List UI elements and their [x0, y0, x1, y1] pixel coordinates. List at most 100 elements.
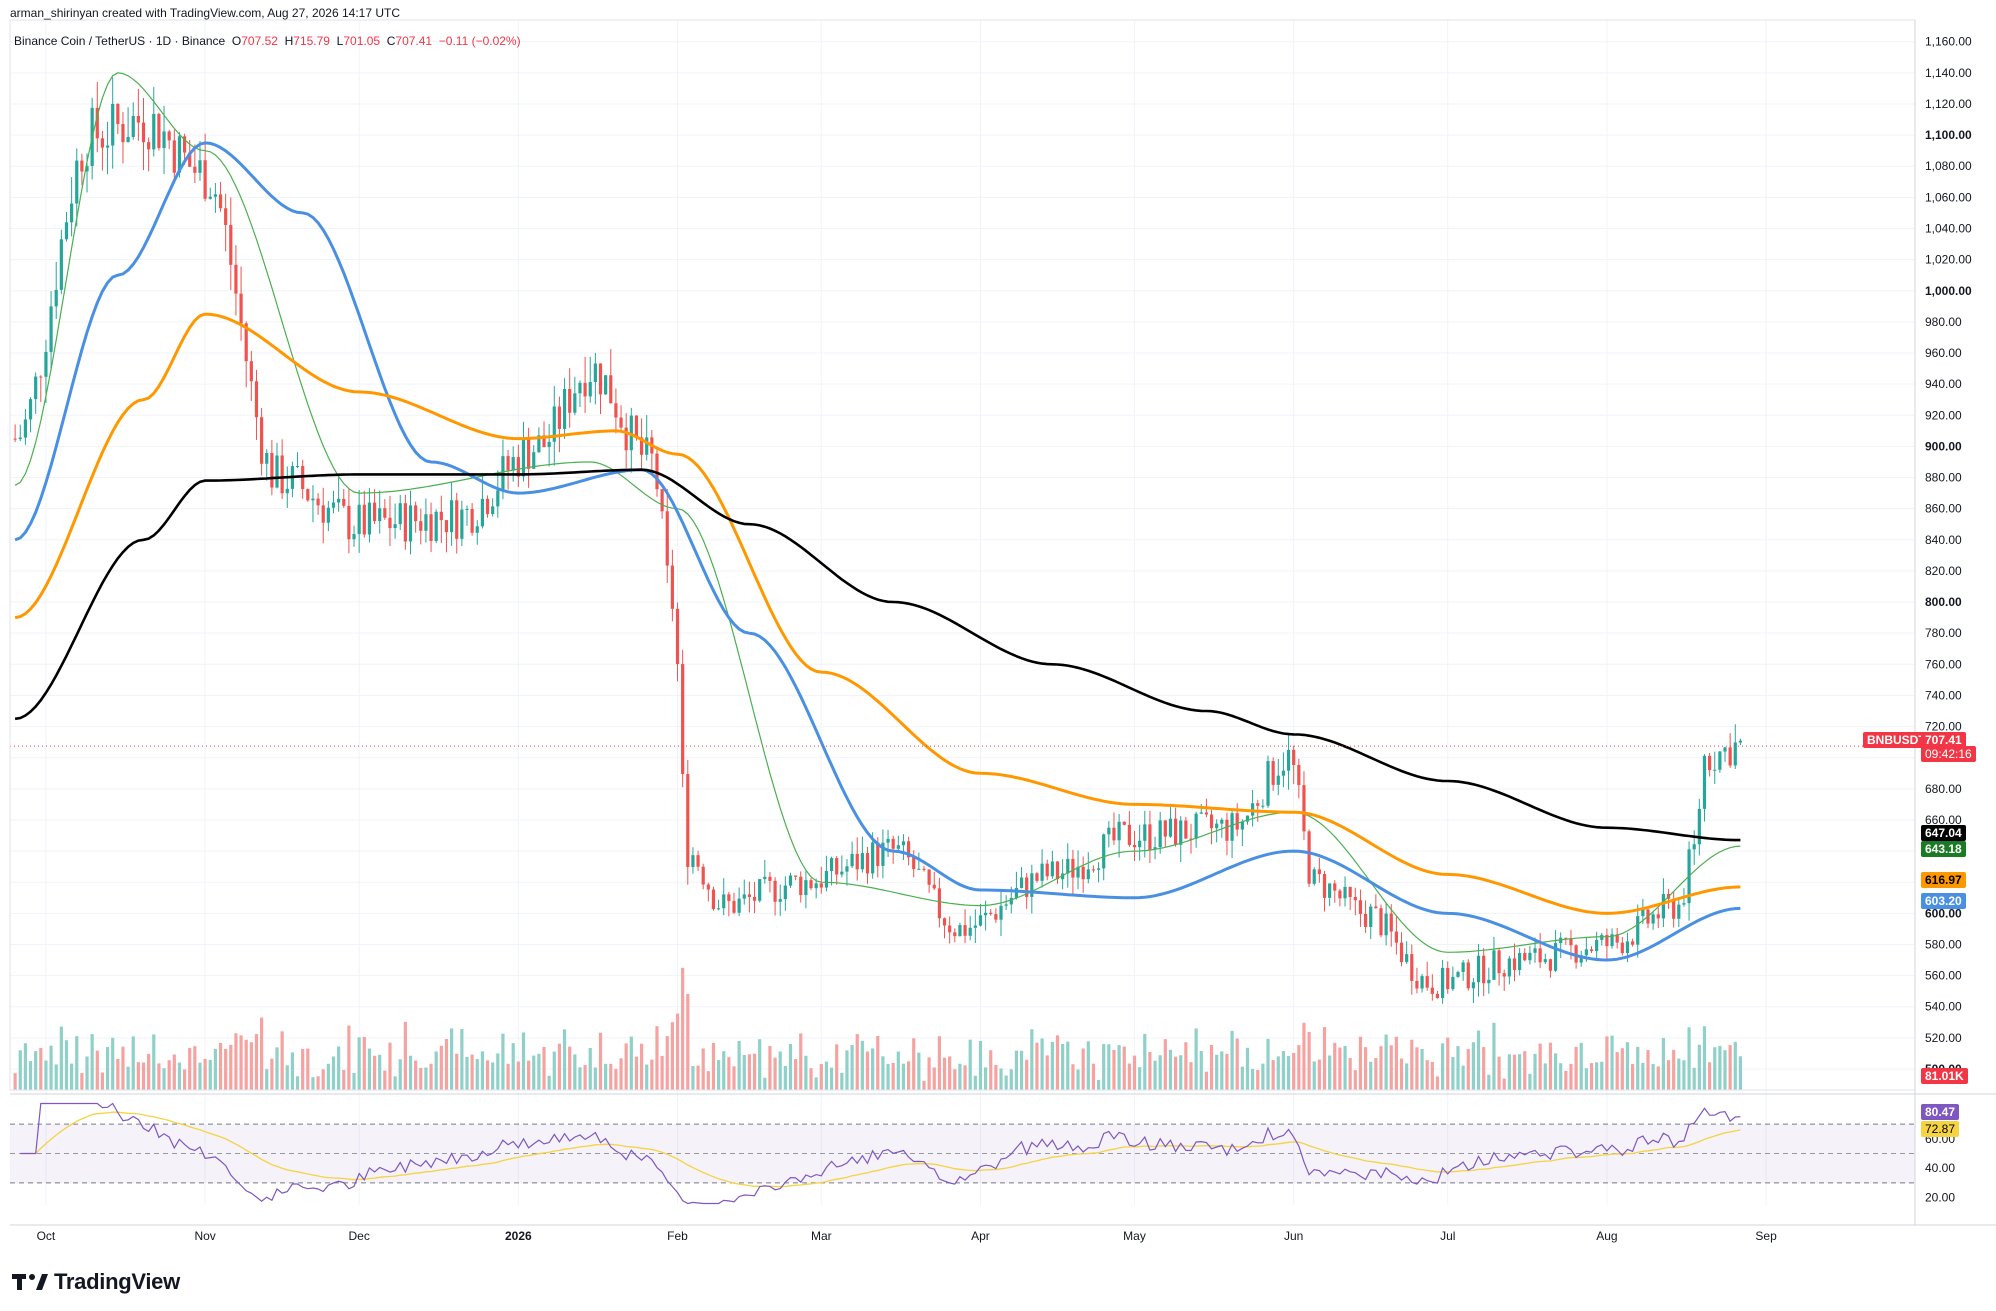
candle-body [917, 868, 921, 870]
volume-bar [573, 1054, 577, 1090]
volume-bar [311, 1077, 315, 1090]
volume-bar [788, 1043, 793, 1090]
candle-body [1656, 914, 1660, 919]
price-tick-label: 1,060.00 [1925, 190, 1972, 204]
volume-bar [1209, 1044, 1214, 1090]
volume-bar [1682, 1060, 1686, 1090]
volume-bar [1030, 1029, 1034, 1090]
volume-bar [1286, 1056, 1291, 1090]
volume-bar [70, 1063, 74, 1090]
low-label: L [336, 34, 344, 48]
candle-body [778, 899, 782, 902]
volume-bar [1374, 1058, 1378, 1090]
ma100-label: 616.97 [1921, 872, 1966, 888]
volume-bar [126, 1066, 130, 1090]
candle-body [1127, 824, 1131, 845]
candle-body [1482, 955, 1486, 984]
volume-bar [1055, 1035, 1060, 1090]
volume-bar [958, 1063, 962, 1090]
volume-bar [506, 1063, 510, 1090]
volume-bar [711, 1042, 716, 1090]
candle-body [706, 884, 710, 890]
candle-body [675, 608, 680, 665]
candle-body [1343, 886, 1347, 899]
candle-body [614, 403, 618, 418]
volume-bar [645, 1064, 649, 1090]
candle-body [1338, 890, 1342, 899]
volume-bar [588, 1047, 592, 1090]
candle-body [59, 239, 63, 290]
candle-body [218, 194, 223, 209]
candle-body [326, 507, 330, 523]
candle-body [747, 894, 752, 898]
volume-bar [1081, 1048, 1085, 1090]
volume-bar [34, 1051, 38, 1090]
volume-bar [922, 1080, 926, 1090]
volume-bar [747, 1054, 752, 1090]
candle-body [1132, 844, 1137, 848]
volume-bar [1158, 1055, 1162, 1090]
candle-body [552, 406, 556, 442]
volume-bar [1451, 1057, 1455, 1090]
volume-bar [480, 1051, 484, 1090]
rsi-tick-label: 20.00 [1925, 1191, 1955, 1205]
volume-bar [1394, 1036, 1398, 1090]
volume-bar [465, 1056, 469, 1090]
candle-body [537, 435, 541, 453]
candle-body [716, 908, 721, 910]
volume-bar [59, 1026, 63, 1090]
candle-body [1584, 949, 1588, 956]
candle-body [1677, 904, 1681, 919]
volume-bar [1384, 1034, 1388, 1090]
candle-body [419, 521, 423, 531]
candle-body [1600, 934, 1604, 940]
candle-body [860, 853, 864, 870]
candle-body [1507, 958, 1511, 977]
candle-body [224, 208, 228, 226]
candle-body [100, 138, 105, 148]
volume-bar [162, 1068, 166, 1090]
ma-100-line [14, 312, 1741, 915]
volume-bar [280, 1031, 284, 1090]
volume-bar [111, 1037, 115, 1090]
candle-body [865, 853, 870, 874]
symbol-title: Binance Coin / TetherUS · 1D · Binance [14, 34, 226, 48]
volume-bar [1415, 1047, 1419, 1090]
volume-bar [393, 1076, 397, 1090]
ma-50-line [14, 141, 1741, 962]
candle-body [429, 514, 433, 542]
volume-bar [306, 1048, 310, 1090]
volume-bar [1702, 1026, 1707, 1090]
time-tick-label: Feb [667, 1229, 688, 1243]
last-price-label: 707.41 [1921, 732, 1966, 748]
volume-bar [244, 1039, 248, 1090]
candle-body [1697, 808, 1701, 845]
candle-body [1117, 821, 1121, 841]
volume-bar [876, 1035, 880, 1090]
candle-body [203, 160, 207, 199]
candle-body [1595, 939, 1599, 952]
volume-bar [840, 1072, 844, 1090]
candle-body [1625, 941, 1630, 954]
time-tick-label: Apr [971, 1229, 990, 1243]
candle-body [912, 857, 916, 870]
volume-bar [583, 1065, 587, 1090]
volume-bar [496, 1053, 500, 1090]
candle-body [1615, 934, 1619, 943]
volume-bar [1245, 1047, 1250, 1090]
candle-body [147, 142, 151, 150]
axes[interactable]: 500.00520.00540.00560.00580.00600.00620.… [9, 19, 1996, 1243]
candle-body [557, 406, 562, 429]
candle-body [1256, 803, 1260, 806]
volume-bar [511, 1043, 515, 1090]
volume-bar [1425, 1060, 1429, 1090]
volume-bar [1266, 1038, 1270, 1090]
candle-body [686, 774, 690, 868]
volume-bar [1338, 1047, 1342, 1090]
tradingview-logo[interactable]: TradingView [12, 1269, 180, 1294]
volume-bar [80, 1073, 84, 1090]
volume-bar [1630, 1064, 1635, 1090]
candle-body [896, 845, 900, 849]
candle-body [1497, 950, 1501, 974]
volume-bar [213, 1048, 217, 1090]
